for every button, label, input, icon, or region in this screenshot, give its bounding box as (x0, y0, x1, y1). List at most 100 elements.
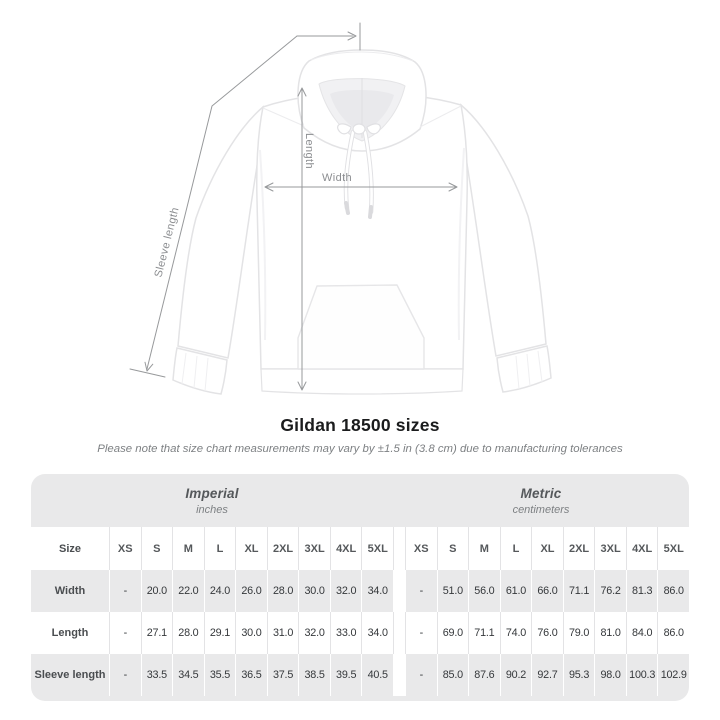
metric-section-header: Metric centimeters (393, 474, 689, 527)
measurement-cell: 35.5 (203, 654, 236, 696)
measurement-cell: 36.5 (235, 654, 267, 696)
measurement-cell: 61.0 (499, 570, 532, 612)
size-col-header: M (468, 527, 500, 570)
measurement-cell: 76.0 (531, 612, 563, 654)
table-row-sleeve-length: Sleeve length - 33.5 34.5 35.5 36.5 37.5… (31, 654, 689, 696)
table-row-length: Length - 27.1 28.0 29.1 30.0 31.0 32.0 3… (31, 612, 689, 654)
size-col-header: XL (235, 527, 267, 570)
measurement-cell: - (404, 570, 437, 612)
measurement-cell: 37.5 (266, 654, 299, 696)
measurement-cell: 26.0 (235, 570, 267, 612)
table-row-width: Width - 20.0 22.0 24.0 26.0 28.0 30.0 32… (31, 570, 689, 612)
metric-unit: centimeters (512, 503, 570, 516)
measurement-cell: 81.3 (625, 570, 658, 612)
sleeve-length-arrow (129, 22, 361, 378)
size-col-header: S (140, 527, 173, 570)
row-label: Length (51, 627, 89, 639)
measurement-cell: - (404, 654, 437, 696)
page-title: Gildan 18500 sizes (280, 415, 440, 435)
measurement-cell: 31.0 (266, 612, 299, 654)
column-gap (392, 570, 405, 612)
width-measure-label: Width (322, 172, 352, 184)
width-arrow (264, 182, 458, 192)
size-col-header: 4XL (329, 527, 362, 570)
tolerance-note: Please note that size chart measurements… (97, 443, 623, 455)
measurement-cell: 84.0 (625, 612, 658, 654)
size-col-header: L (499, 527, 532, 570)
measurement-cell: - (109, 654, 141, 696)
measurement-cell: 32.0 (298, 612, 330, 654)
measurement-cell: 86.0 (657, 612, 689, 654)
measurement-cell: 29.1 (203, 612, 236, 654)
size-col-header: XS (404, 527, 437, 570)
measurement-cell: - (109, 612, 141, 654)
imperial-title: Imperial (185, 485, 239, 501)
length-arrow (297, 87, 307, 391)
size-col-header: 3XL (298, 527, 330, 570)
measurement-cell: 27.1 (140, 612, 173, 654)
column-gap (392, 527, 405, 570)
measurement-cell: 86.0 (657, 570, 689, 612)
measurement-cell: 71.1 (468, 612, 500, 654)
measurement-cell: 32.0 (329, 570, 362, 612)
sleeve-length-measure-label: Sleeve length (153, 206, 182, 279)
size-col-header: 5XL (361, 527, 393, 570)
length-measure-label: Length (303, 133, 315, 169)
size-col-header: S (436, 527, 469, 570)
measurement-cell: 85.0 (436, 654, 469, 696)
measurement-cell: 28.0 (172, 612, 204, 654)
size-col-header: 5XL (657, 527, 689, 570)
unit-system-header-row: Imperial inches Metric centimeters (31, 474, 689, 527)
measurement-cell: 20.0 (140, 570, 173, 612)
size-col-header: 4XL (625, 527, 658, 570)
size-chart-table: Imperial inches Metric centimeters Size … (31, 474, 689, 701)
measurement-cell: 66.0 (531, 570, 563, 612)
measurement-cell: 92.7 (531, 654, 563, 696)
hoodie-illustration (172, 49, 552, 395)
measurement-cell: 76.2 (594, 570, 626, 612)
measurement-cell: 34.5 (172, 654, 204, 696)
measurement-cell: 51.0 (436, 570, 469, 612)
measurement-cell: 34.0 (361, 612, 393, 654)
imperial-section-header: Imperial inches (31, 474, 393, 527)
column-gap (392, 612, 405, 654)
measurement-cell: 56.0 (468, 570, 500, 612)
size-header-row: Size XS S M L XL 2XL 3XL 4XL 5XL XS S M … (31, 527, 689, 570)
size-column-label: Size (58, 542, 81, 555)
measurement-cell: 90.2 (499, 654, 532, 696)
size-col-header: XS (109, 527, 141, 570)
measurement-cell: 38.5 (298, 654, 330, 696)
measurement-cell: - (404, 612, 437, 654)
hoodie-diagram-svg: Width Length Sleeve length (129, 22, 552, 395)
measurement-cell: 40.5 (361, 654, 393, 696)
measurement-cell: 71.1 (562, 570, 595, 612)
measurement-cell: 30.0 (298, 570, 330, 612)
measurement-cell: 102.9 (657, 654, 689, 696)
measurement-cell: 33.0 (329, 612, 362, 654)
size-col-header: 3XL (594, 527, 626, 570)
measurement-cell: 87.6 (468, 654, 500, 696)
measurement-cell: 100.3 (625, 654, 658, 696)
measurement-cell: - (109, 570, 141, 612)
measurement-cell: 34.0 (361, 570, 393, 612)
size-col-header: XL (531, 527, 563, 570)
size-col-header: 2XL (562, 527, 595, 570)
hoodie-size-diagram: Width Length Sleeve length (129, 22, 552, 395)
measurement-cell: 30.0 (235, 612, 267, 654)
row-label: Width (54, 585, 86, 597)
measurement-cell: 81.0 (594, 612, 626, 654)
measurement-cell: 79.0 (562, 612, 595, 654)
measurement-cell: 69.0 (436, 612, 469, 654)
measurement-cell: 39.5 (329, 654, 362, 696)
metric-title: Metric (520, 485, 562, 501)
measurement-cell: 95.3 (562, 654, 595, 696)
measurement-cell: 28.0 (266, 570, 299, 612)
measurement-cell: 24.0 (203, 570, 236, 612)
column-gap (392, 654, 405, 696)
measurement-cell: 98.0 (594, 654, 626, 696)
imperial-unit: inches (196, 503, 228, 516)
row-label: Sleeve length (34, 669, 106, 681)
size-col-header: 2XL (266, 527, 299, 570)
measurement-cell: 22.0 (172, 570, 204, 612)
